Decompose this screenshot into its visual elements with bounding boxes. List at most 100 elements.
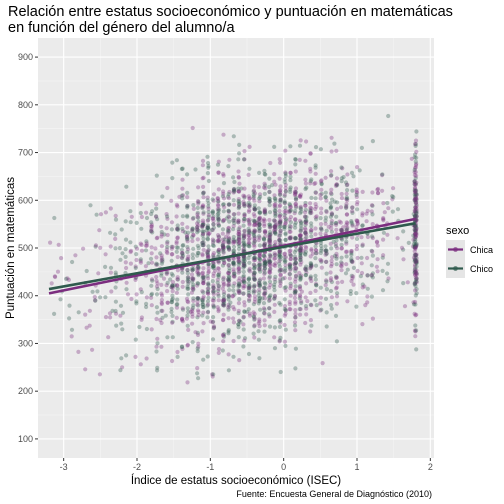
data-point xyxy=(278,212,283,217)
data-point xyxy=(334,294,340,299)
data-point xyxy=(134,220,139,225)
data-point xyxy=(324,228,329,233)
data-point xyxy=(237,318,242,323)
data-point xyxy=(251,315,257,320)
data-point xyxy=(123,237,129,242)
data-point xyxy=(267,324,273,329)
data-point xyxy=(231,187,237,192)
data-point xyxy=(211,238,216,243)
data-point xyxy=(335,200,340,205)
data-point xyxy=(128,209,133,214)
data-point xyxy=(227,257,232,262)
data-point xyxy=(412,227,417,232)
data-point xyxy=(138,257,143,262)
data-point xyxy=(133,354,138,359)
data-point xyxy=(413,283,418,288)
data-point xyxy=(138,362,143,367)
data-point xyxy=(195,302,200,307)
data-point xyxy=(231,241,236,246)
data-point xyxy=(236,234,241,239)
data-point xyxy=(283,255,288,260)
data-point xyxy=(200,329,205,334)
data-point xyxy=(283,211,288,216)
data-point xyxy=(206,262,211,267)
data-point xyxy=(236,270,241,275)
data-point xyxy=(294,247,299,253)
data-point xyxy=(278,187,283,193)
data-point xyxy=(252,317,257,322)
data-point xyxy=(293,235,298,240)
data-point xyxy=(232,292,237,297)
data-point xyxy=(227,304,232,309)
data-point xyxy=(236,220,241,225)
data-point xyxy=(195,212,200,217)
data-point xyxy=(256,217,261,222)
data-point xyxy=(143,264,148,269)
data-point xyxy=(107,311,113,316)
data-point xyxy=(84,268,89,274)
data-point xyxy=(149,245,154,250)
data-point xyxy=(204,250,210,255)
data-point xyxy=(236,174,241,180)
data-point xyxy=(323,248,328,253)
data-point xyxy=(362,284,367,289)
data-point xyxy=(297,248,303,253)
data-point xyxy=(225,277,230,282)
data-point xyxy=(201,222,206,227)
data-point xyxy=(262,168,267,173)
data-point xyxy=(319,178,324,183)
data-point xyxy=(242,234,247,239)
data-point xyxy=(298,246,303,251)
data-point xyxy=(283,327,288,332)
data-point xyxy=(288,256,293,261)
data-point xyxy=(159,258,164,263)
data-point xyxy=(345,267,350,272)
data-point xyxy=(267,234,273,239)
data-point xyxy=(349,273,354,278)
data-point xyxy=(330,197,335,202)
data-point xyxy=(211,240,216,245)
data-point xyxy=(175,277,180,282)
data-point xyxy=(335,280,340,285)
data-point xyxy=(174,245,179,250)
data-point xyxy=(200,224,205,229)
y-tick-label: 600 xyxy=(18,195,33,205)
data-point xyxy=(293,190,298,195)
data-point xyxy=(278,219,283,224)
data-point xyxy=(267,199,272,204)
data-point xyxy=(414,276,419,282)
data-point xyxy=(308,201,313,206)
data-point xyxy=(297,293,303,298)
data-point xyxy=(292,211,297,216)
data-point xyxy=(186,275,191,280)
data-point xyxy=(339,228,345,233)
data-point xyxy=(118,313,123,318)
data-point xyxy=(201,274,206,279)
data-point xyxy=(272,224,277,229)
data-point xyxy=(369,209,374,214)
data-point xyxy=(323,296,329,301)
data-point xyxy=(298,247,303,253)
data-point xyxy=(319,243,324,248)
data-point xyxy=(181,243,186,248)
data-point xyxy=(334,285,339,290)
data-point xyxy=(359,145,364,150)
data-point xyxy=(267,196,272,202)
data-point xyxy=(216,283,221,288)
data-point xyxy=(227,219,232,224)
data-point xyxy=(206,281,211,286)
data-point xyxy=(319,265,324,270)
data-point xyxy=(221,191,226,196)
data-point xyxy=(175,277,181,282)
data-point xyxy=(247,260,252,265)
data-point xyxy=(329,169,334,174)
data-point xyxy=(221,218,226,223)
data-point xyxy=(334,262,339,267)
data-point xyxy=(318,147,323,152)
data-point xyxy=(354,218,359,223)
data-point xyxy=(282,251,287,256)
data-point xyxy=(211,192,217,197)
data-point xyxy=(303,218,309,223)
data-point xyxy=(220,244,226,249)
data-point xyxy=(247,297,252,302)
